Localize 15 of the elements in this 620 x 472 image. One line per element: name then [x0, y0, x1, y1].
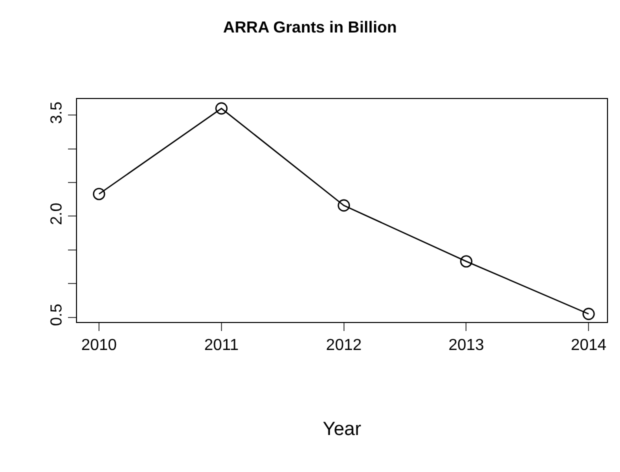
x-tick-label: 2012	[326, 337, 362, 354]
point	[582, 308, 595, 320]
x-tick-label: 2010	[81, 337, 117, 354]
x-tick-label: 2014	[570, 337, 607, 354]
x-tick-label: 2013	[448, 337, 484, 354]
y-tick-label: 0.5	[48, 304, 66, 326]
chart-title: ARRA Grants in Billion	[223, 19, 397, 36]
point	[460, 255, 472, 268]
point	[338, 199, 350, 212]
y-tick-label: 3.5	[48, 102, 66, 124]
y-tick-label: 2.0	[48, 202, 66, 225]
x-axis-title: Year	[322, 419, 362, 440]
point	[92, 188, 106, 200]
point	[215, 102, 228, 115]
x-tick-label: 2011	[204, 337, 239, 354]
